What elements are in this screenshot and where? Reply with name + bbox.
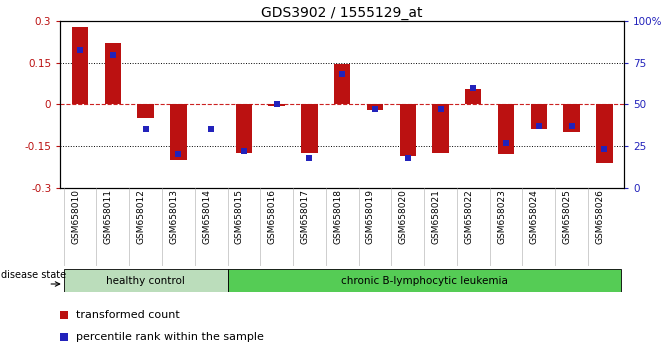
- Bar: [138, 104, 154, 118]
- Text: GSM658019: GSM658019: [366, 189, 375, 244]
- Text: GSM658024: GSM658024: [530, 189, 539, 244]
- Bar: [367, 104, 383, 110]
- Text: GSM658016: GSM658016: [268, 189, 276, 244]
- Bar: [334, 64, 350, 104]
- Text: GSM658014: GSM658014: [202, 189, 211, 244]
- Bar: [268, 104, 285, 106]
- Text: GSM658013: GSM658013: [169, 189, 178, 244]
- Bar: [531, 104, 547, 130]
- Text: GSM658017: GSM658017: [301, 189, 309, 244]
- Bar: [564, 104, 580, 132]
- Text: percentile rank within the sample: percentile rank within the sample: [76, 332, 264, 342]
- Text: GSM658021: GSM658021: [431, 189, 441, 244]
- Text: GSM658026: GSM658026: [595, 189, 605, 244]
- Bar: [301, 104, 317, 153]
- Text: GSM658010: GSM658010: [71, 189, 80, 244]
- Bar: [64, 269, 227, 292]
- Bar: [105, 44, 121, 104]
- Text: healthy control: healthy control: [106, 275, 185, 286]
- Bar: [170, 104, 187, 160]
- Bar: [236, 104, 252, 153]
- Bar: [227, 269, 621, 292]
- Text: GSM658020: GSM658020: [399, 189, 408, 244]
- Text: GSM658022: GSM658022: [464, 189, 473, 244]
- Bar: [498, 104, 514, 154]
- Bar: [72, 27, 89, 104]
- Bar: [596, 104, 613, 163]
- Text: transformed count: transformed count: [76, 310, 179, 320]
- Title: GDS3902 / 1555129_at: GDS3902 / 1555129_at: [262, 6, 423, 20]
- Text: GSM658018: GSM658018: [333, 189, 342, 244]
- Bar: [432, 104, 449, 153]
- Text: GSM658023: GSM658023: [497, 189, 506, 244]
- Text: chronic B-lymphocytic leukemia: chronic B-lymphocytic leukemia: [341, 275, 507, 286]
- Text: disease state: disease state: [1, 270, 66, 280]
- Text: GSM658011: GSM658011: [104, 189, 113, 244]
- Text: GSM658012: GSM658012: [137, 189, 146, 244]
- Text: GSM658015: GSM658015: [235, 189, 244, 244]
- Text: GSM658025: GSM658025: [562, 189, 572, 244]
- Bar: [465, 89, 482, 104]
- Bar: [399, 104, 416, 156]
